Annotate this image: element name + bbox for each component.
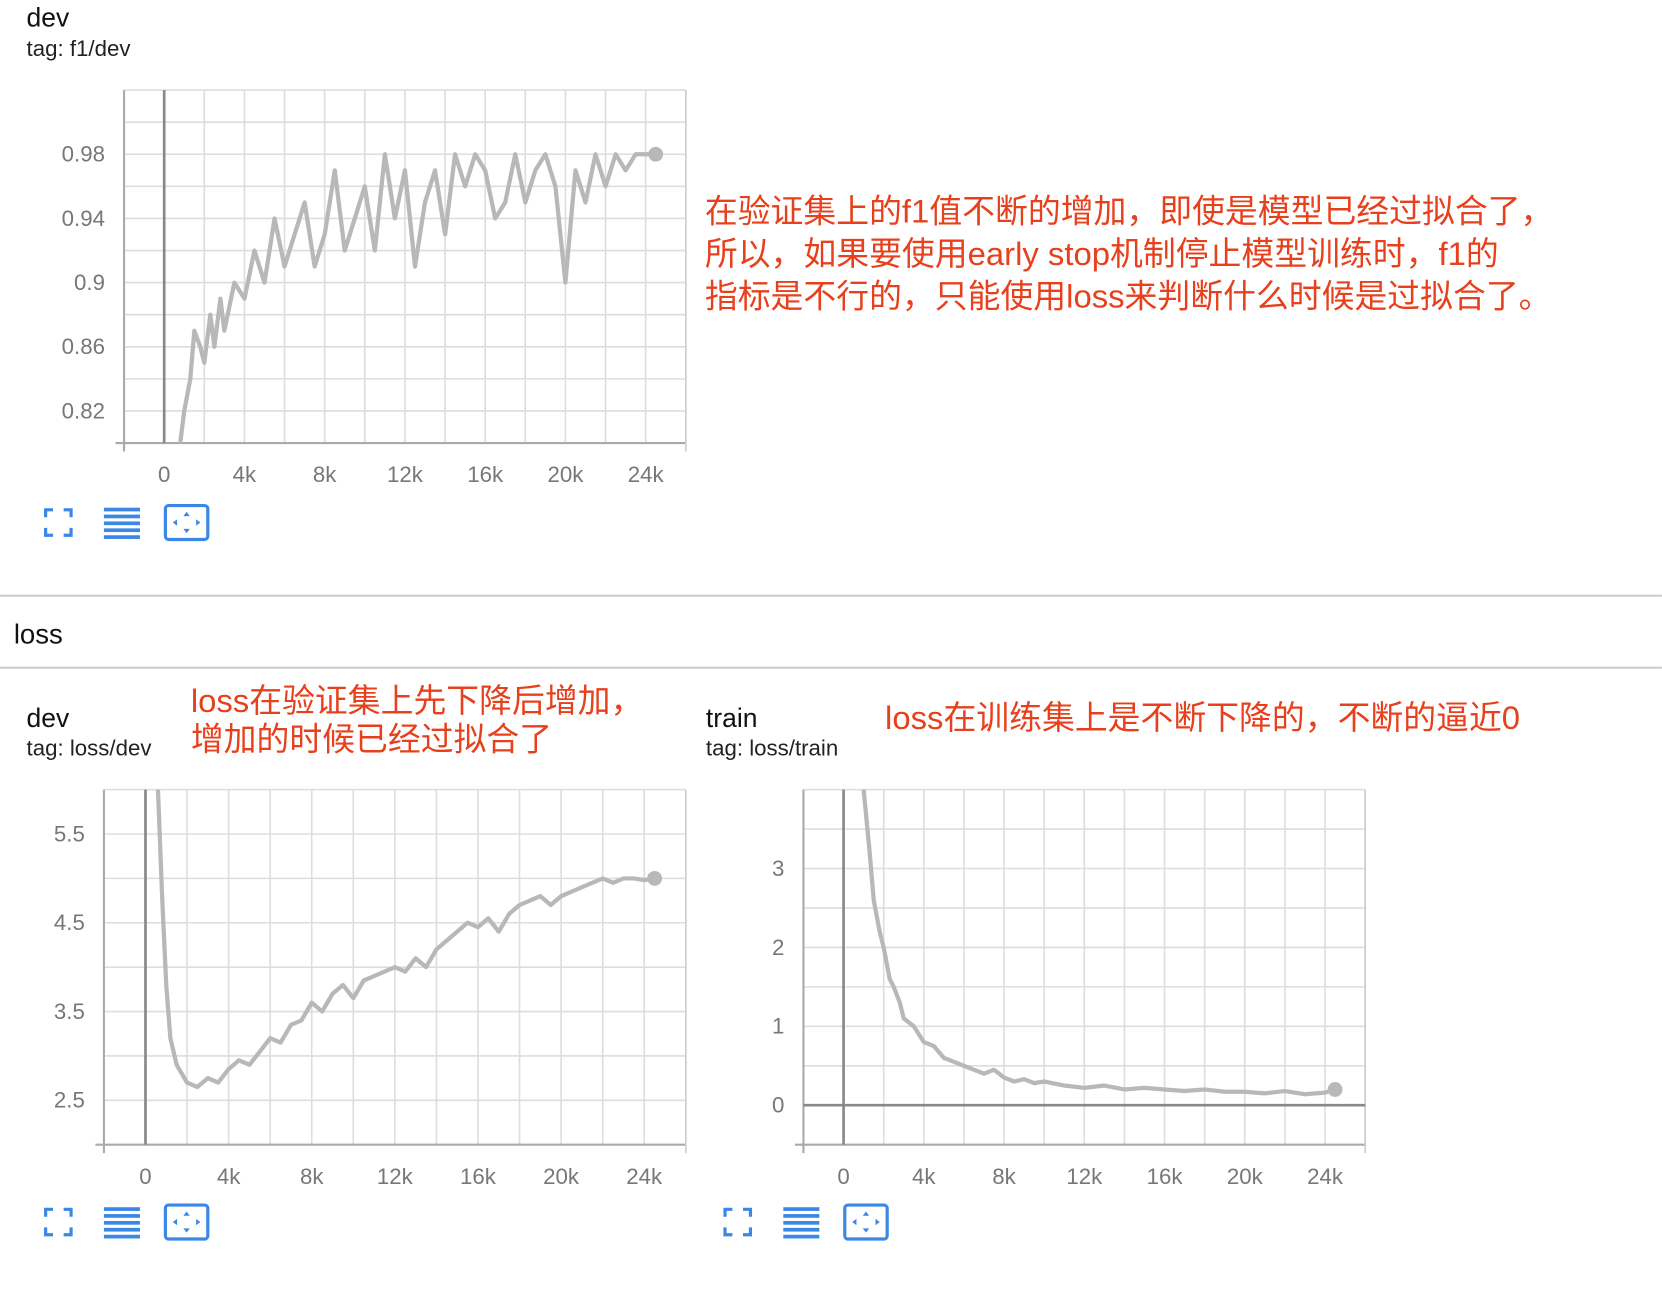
icon	[103, 1234, 140, 1239]
x-tick-label: 24k	[626, 1164, 663, 1189]
y-tick-label: 3.5	[54, 999, 85, 1024]
x-tick-label: 12k	[1066, 1164, 1103, 1189]
series-line	[155, 789, 655, 1090]
x-tick-label: 0	[158, 462, 170, 487]
icon	[103, 1207, 140, 1211]
icon	[103, 528, 140, 533]
series-line	[861, 789, 1336, 1097]
chart-title: dev	[27, 2, 70, 32]
y-tick-label: 0.98	[62, 142, 105, 167]
last-point	[1327, 1082, 1343, 1097]
y-tick-label: 0.9	[74, 270, 105, 295]
icon	[783, 1214, 820, 1218]
icon	[852, 1211, 880, 1233]
y-tick-label: 0.82	[62, 398, 105, 423]
x-tick-label: 4k	[217, 1164, 241, 1189]
annotation: 在验证集上的f1值不断的增加，即使是模型已经过拟合了，	[705, 193, 1553, 230]
fullscreen-button[interactable]	[44, 508, 73, 537]
x-tick-label: 20k	[543, 1164, 580, 1189]
icon	[103, 1227, 140, 1232]
y-tick-label: 0.94	[62, 206, 105, 231]
icon	[103, 1214, 140, 1218]
icon	[44, 508, 73, 537]
icon	[163, 503, 210, 542]
y-tick-label: 4.5	[54, 910, 85, 935]
data-button[interactable]	[103, 1207, 140, 1239]
annotation: loss在训练集上是不断下降的，不断的逼近0	[885, 699, 1520, 736]
y-tick-label: 1	[772, 1014, 784, 1039]
x-tick-label: 8k	[992, 1164, 1016, 1189]
chart-subtitle: tag: loss/train	[706, 736, 838, 761]
x-tick-label: 8k	[313, 462, 337, 487]
chart-title: dev	[27, 703, 70, 733]
data-button[interactable]	[783, 1207, 820, 1239]
y-tick-label: 2	[772, 935, 784, 960]
chart-title: train	[706, 703, 758, 733]
x-tick-label: 20k	[1227, 1164, 1264, 1189]
icon	[103, 1220, 140, 1225]
icon	[783, 1220, 820, 1225]
x-tick-label: 16k	[460, 1164, 497, 1189]
icon	[44, 1207, 73, 1237]
section-header	[0, 595, 1662, 668]
x-tick-label: 4k	[912, 1164, 936, 1189]
y-tick-label: 0.86	[62, 334, 105, 359]
x-tick-label: 4k	[233, 462, 257, 487]
annotation: 指标是不行的，只能使用loss来判断什么时候是过拟合了。	[705, 277, 1552, 314]
icon	[103, 507, 140, 512]
icon	[783, 1227, 820, 1232]
x-tick-label: 24k	[628, 462, 665, 487]
fit-button[interactable]	[163, 503, 210, 542]
x-tick-label: 24k	[1307, 1164, 1344, 1189]
x-tick-label: 0	[837, 1164, 849, 1189]
x-tick-label: 16k	[467, 462, 504, 487]
icon	[723, 1207, 753, 1237]
y-tick-label: 3	[772, 856, 784, 881]
x-tick-label: 16k	[1147, 1164, 1184, 1189]
annotation: 增加的时候已经过拟合了	[191, 720, 552, 757]
icon	[103, 535, 140, 539]
series-line	[178, 152, 656, 444]
y-tick-label: 5.5	[54, 821, 85, 846]
x-tick-label: 0	[139, 1164, 151, 1189]
annotation: 所以，如果要使用early stop机制停止模型训练时，f1的	[705, 235, 1499, 272]
icon	[783, 1207, 820, 1211]
fullscreen-button[interactable]	[723, 1207, 753, 1237]
icon	[783, 1234, 820, 1239]
x-tick-label: 20k	[547, 462, 584, 487]
x-tick-label: 12k	[377, 1164, 414, 1189]
icon	[172, 1211, 201, 1233]
icon	[103, 514, 140, 519]
data-button[interactable]	[103, 507, 140, 539]
fit-button[interactable]	[843, 1203, 889, 1241]
x-tick-label: 12k	[387, 462, 424, 487]
icon	[103, 521, 140, 526]
last-point	[648, 146, 664, 162]
last-point	[647, 870, 663, 886]
icon	[163, 1203, 210, 1241]
chart-subtitle: tag: f1/dev	[27, 36, 132, 61]
icon	[172, 511, 201, 534]
section-title: loss	[14, 618, 63, 649]
icon	[843, 1203, 889, 1241]
fullscreen-button[interactable]	[44, 1207, 73, 1237]
fit-button[interactable]	[163, 1203, 210, 1241]
x-tick-label: 8k	[300, 1164, 324, 1189]
y-tick-label: 0	[772, 1093, 784, 1118]
y-tick-label: 2.5	[54, 1088, 85, 1113]
chart-subtitle: tag: loss/dev	[27, 736, 153, 761]
annotation: loss在验证集上先下降后增加，	[191, 682, 644, 719]
